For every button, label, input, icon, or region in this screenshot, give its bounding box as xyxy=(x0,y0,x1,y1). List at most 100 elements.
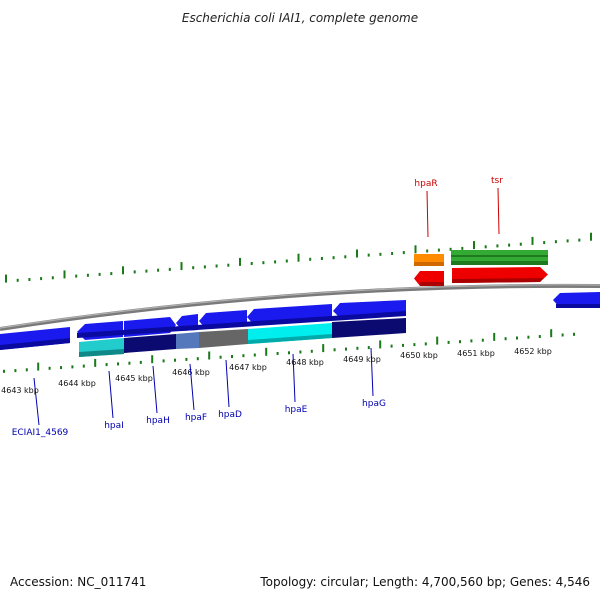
outer-minor-tick xyxy=(75,274,78,278)
outer-major-tick xyxy=(414,245,417,254)
outer-major-tick xyxy=(297,253,300,262)
inner-minor-tick xyxy=(105,363,108,367)
inner-minor-tick xyxy=(3,369,5,373)
gene-leader-line xyxy=(426,190,429,238)
gene-label-hpaR[interactable]: hpaR xyxy=(414,179,437,189)
inner-minor-tick xyxy=(219,355,222,359)
outer-minor-tick xyxy=(402,251,405,255)
gene-label-hpaI[interactable]: hpaI xyxy=(104,421,124,431)
genome-backbone-highlight xyxy=(0,284,600,329)
inner-minor-tick xyxy=(561,333,564,337)
gene-ECIAI1_4569-shade xyxy=(0,338,70,350)
inner-major-tick xyxy=(550,329,553,338)
genome-backbone xyxy=(0,283,600,331)
outer-minor-tick xyxy=(543,241,546,245)
outer-major-tick xyxy=(473,241,475,250)
gene-label-hpaF[interactable]: hpaF xyxy=(185,413,207,423)
outer-minor-tick xyxy=(367,253,370,257)
green-gene-shade xyxy=(451,261,548,265)
gene-label-ECIAI1_4569[interactable]: ECIAI1_4569 xyxy=(12,428,69,438)
inner-minor-tick xyxy=(299,350,302,354)
outer-minor-tick xyxy=(203,265,206,269)
inner-tick-row xyxy=(3,329,575,373)
inner-minor-tick xyxy=(128,361,131,365)
outer-minor-tick xyxy=(262,261,265,265)
inner-minor-tick xyxy=(139,360,142,364)
forward-gene-shade-strip xyxy=(77,311,406,338)
outer-minor-tick xyxy=(40,277,43,281)
hpaI-block-shade xyxy=(79,349,124,357)
inner-minor-tick xyxy=(402,343,404,347)
outer-minor-tick xyxy=(51,276,54,280)
inner-minor-tick xyxy=(25,368,28,372)
orange-gene-shade xyxy=(414,262,444,266)
scale-tick-label: 4643 kbp xyxy=(1,386,39,395)
gene-label-hpaD[interactable]: hpaD xyxy=(218,410,242,420)
gene-leader-line xyxy=(370,347,374,397)
outer-minor-tick xyxy=(157,268,160,272)
outer-minor-tick xyxy=(145,269,148,273)
scale-tick-label: 4648 kbp xyxy=(286,358,324,367)
hpaF-block xyxy=(176,332,199,349)
inner-major-tick xyxy=(151,355,154,364)
outer-minor-tick xyxy=(250,262,253,265)
gene-label-hpaE[interactable]: hpaE xyxy=(285,405,308,415)
outer-minor-tick xyxy=(309,257,312,261)
gene-labels: hpaR tsr ECIAI1_4569 hpaI hpaH hpaF hpaD hpaE hp… xyxy=(12,176,504,438)
outer-minor-tick xyxy=(554,240,557,244)
inner-minor-tick xyxy=(413,343,416,347)
outer-major-tick xyxy=(239,257,241,266)
outer-minor-tick xyxy=(274,260,277,264)
hpaG-block xyxy=(332,318,406,338)
inner-minor-tick xyxy=(310,349,313,353)
gene-leader-line xyxy=(33,377,40,426)
gene-label-hpaH[interactable]: hpaH xyxy=(146,416,170,426)
outer-major-tick xyxy=(5,274,7,283)
outer-tick-row xyxy=(5,232,592,283)
inner-major-tick xyxy=(436,336,439,345)
outer-minor-tick xyxy=(566,239,569,243)
outer-major-tick xyxy=(531,236,534,245)
inner-minor-tick xyxy=(60,366,62,370)
inner-minor-tick xyxy=(71,365,74,369)
inner-major-tick xyxy=(265,347,268,356)
outer-minor-tick xyxy=(98,272,101,276)
scale-tick-label: 4652 kbp xyxy=(514,347,552,356)
outer-minor-tick xyxy=(437,248,440,252)
inner-minor-tick xyxy=(447,340,450,344)
gene-label-tsr[interactable]: tsr xyxy=(491,176,503,186)
outer-minor-tick xyxy=(133,270,136,274)
outer-major-tick xyxy=(122,266,124,275)
map-title: Escherichia coli IAI1, complete genome xyxy=(182,11,418,25)
scale-tick-label: 4651 kbp xyxy=(457,349,495,358)
hpaE-block-shade xyxy=(248,334,332,344)
inner-minor-tick xyxy=(367,346,370,350)
gene-leader-line xyxy=(108,370,114,419)
gene-label-hpaG[interactable]: hpaG xyxy=(362,399,386,409)
inner-minor-tick xyxy=(356,346,359,350)
inner-minor-tick xyxy=(14,369,17,373)
inner-minor-tick xyxy=(424,342,427,346)
inner-minor-tick xyxy=(162,359,165,363)
outer-minor-tick xyxy=(379,252,382,256)
gene-leader-line xyxy=(189,363,195,411)
scale-tick-label: 4650 kbp xyxy=(400,351,438,360)
outer-minor-tick xyxy=(461,246,464,250)
tsr-gene-shade xyxy=(452,278,544,283)
inner-minor-tick xyxy=(196,357,199,361)
accession-text: Accession: NC_011741 xyxy=(10,575,146,589)
outer-minor-tick xyxy=(578,238,581,242)
outer-minor-tick xyxy=(449,247,452,251)
outer-minor-tick xyxy=(320,257,323,260)
inner-major-tick xyxy=(379,340,382,349)
outer-minor-tick xyxy=(215,264,218,268)
outer-minor-tick xyxy=(344,255,347,259)
inner-minor-tick xyxy=(288,351,290,355)
outer-minor-tick xyxy=(519,242,522,246)
gene-right-edge-shade xyxy=(556,304,600,308)
inner-minor-tick xyxy=(174,358,176,362)
hpaR-gene-shade xyxy=(420,282,444,286)
inner-minor-tick xyxy=(470,339,473,343)
inner-minor-tick xyxy=(253,353,256,357)
outer-major-tick xyxy=(180,262,183,271)
